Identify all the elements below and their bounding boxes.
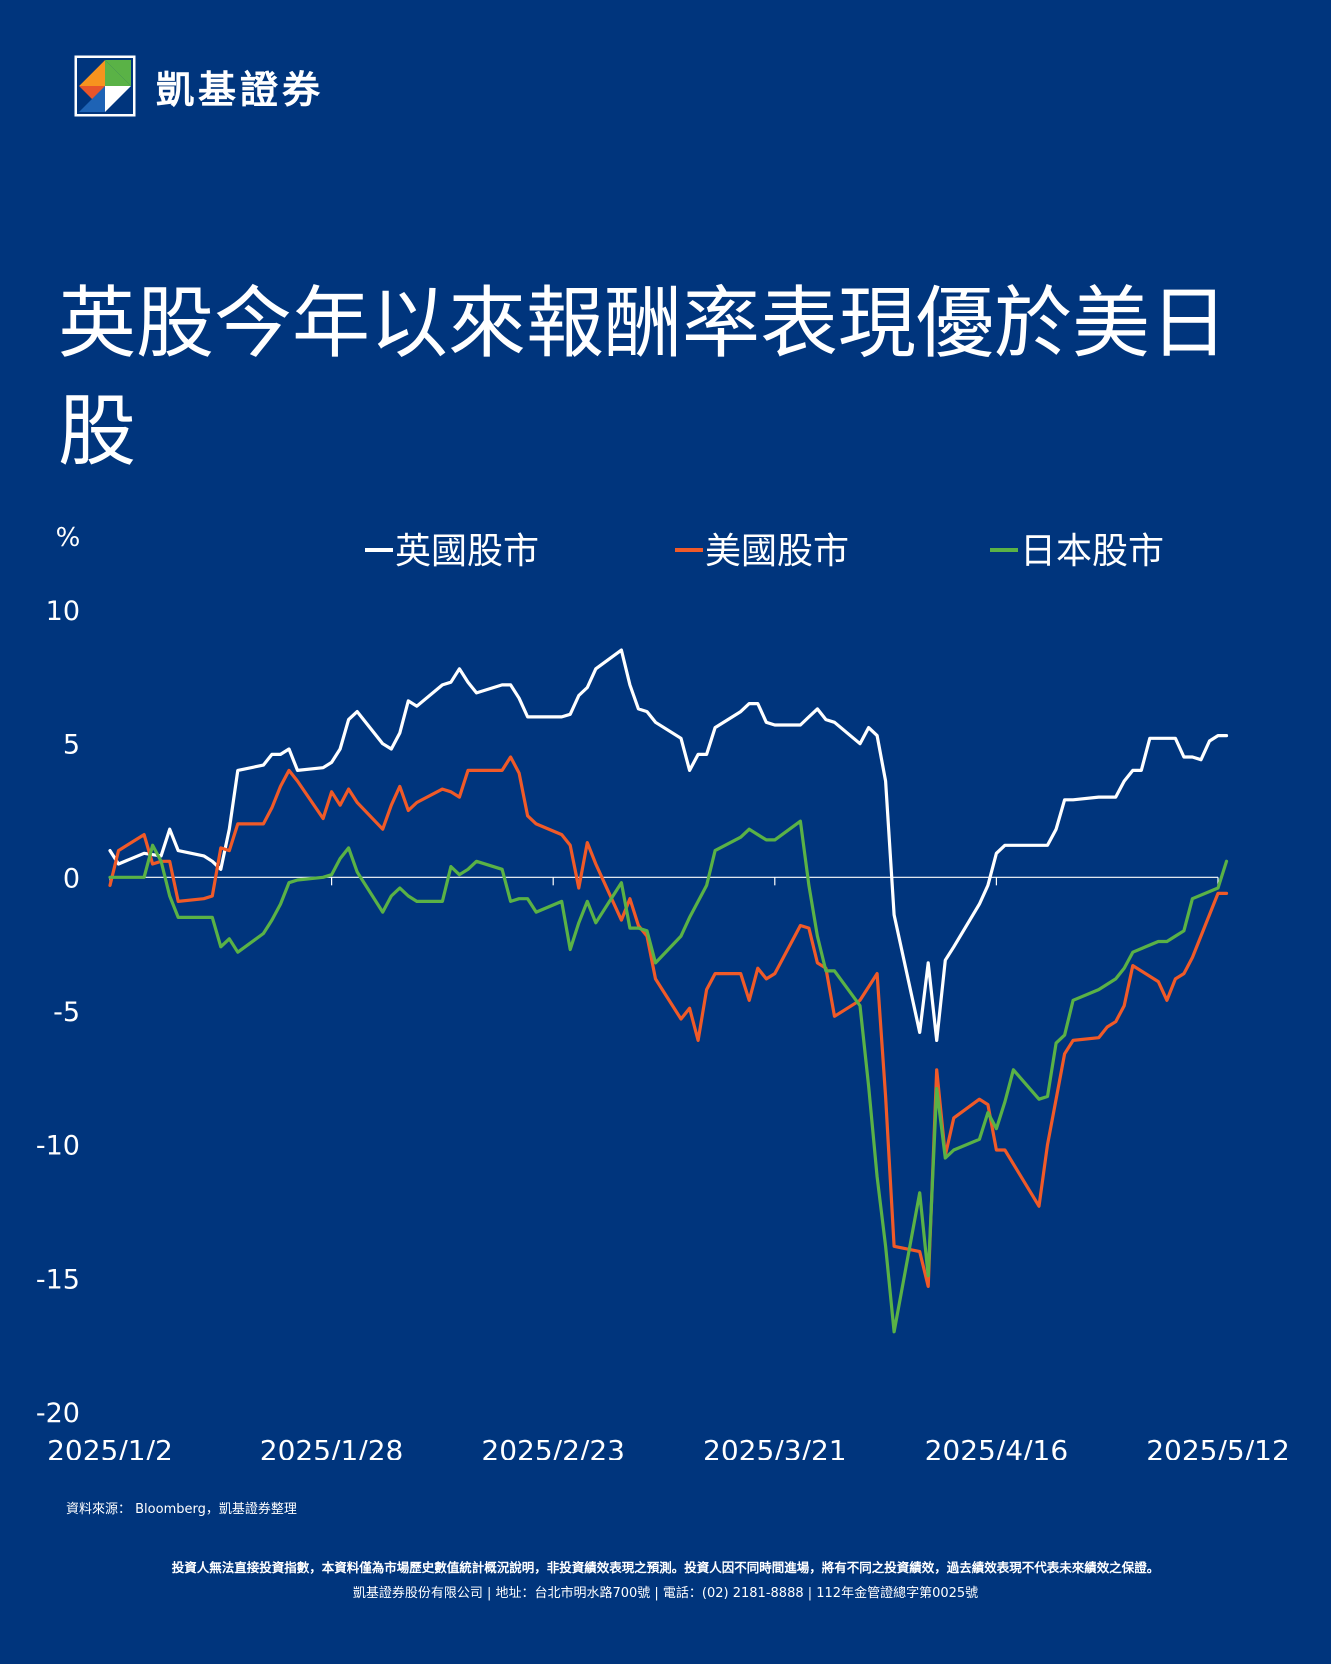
brand-name: 凱基證券 — [156, 67, 325, 112]
disclaimer: 投資人無法直接投資指數，本資料僅為市場歷史數值統計概況說明，非投資績效表現之預測… — [171, 1560, 1160, 1575]
legend-label: 日本股市 — [1020, 531, 1164, 572]
y-tick-label: -20 — [36, 1398, 80, 1429]
y-tick-label: -5 — [53, 997, 80, 1028]
kgi-logo-icon — [74, 55, 136, 117]
x-tick-label: 2025/3/21 — [703, 1434, 847, 1460]
x-tick-label: 2025/1/2 — [47, 1434, 173, 1460]
page-title: 英股今年以來報酬率表現優於美日股 — [58, 279, 1229, 477]
y-tick-label: 0 — [63, 863, 80, 894]
source-note: 資料來源： Bloomberg，凱基證券整理 — [66, 1502, 297, 1517]
legend-label: 美國股市 — [705, 531, 849, 572]
series-line-1 — [108, 648, 1229, 1042]
y-tick-label: -10 — [36, 1131, 80, 1162]
brand-header: 凱基證券 — [74, 55, 324, 117]
y-tick-label: 10 — [46, 596, 80, 627]
series-line-2 — [108, 755, 1229, 1288]
y-axis-unit-label: % — [56, 523, 81, 553]
x-tick-label: 2025/2/23 — [481, 1434, 625, 1460]
company-info: 凱基證券股份有限公司 | 地址：台北市明水路700號 | 電話：(02) 218… — [352, 1586, 979, 1601]
x-tick-label: 2025/1/28 — [260, 1434, 404, 1460]
series-line-3 — [108, 819, 1229, 1334]
x-tick-label: 2025/5/12 — [1146, 1434, 1290, 1460]
y-tick-label: -15 — [36, 1264, 80, 1295]
y-tick-label: 5 — [63, 730, 80, 761]
x-tick-label: 2025/4/16 — [925, 1434, 1069, 1460]
legend-label: 英國股市 — [395, 531, 539, 572]
line-chart: % 10 5 0 -5 -10 -15 -20 2025/1/2 2025/1/28 2025/2/… — [36, 523, 1290, 1460]
